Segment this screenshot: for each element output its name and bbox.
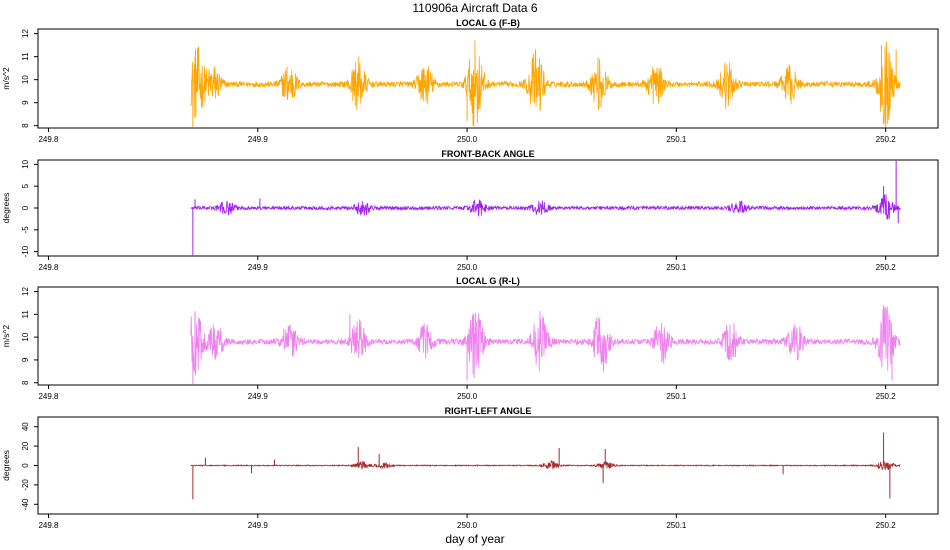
x-tick-label: 249.8 [38, 135, 59, 144]
y-axis-label: degrees [1, 193, 11, 224]
x-tick-label: 250.0 [457, 263, 478, 272]
series-line [190, 306, 901, 379]
panel-title: FRONT-BACK ANGLE [441, 149, 534, 159]
x-tick-label: 250.2 [876, 135, 897, 144]
x-tick-label: 249.9 [248, 521, 269, 530]
panel-4: RIGHT-LEFT ANGLE degrees -40 -20 0 20 40 249.8 2… [1, 406, 939, 530]
y-tick-label: -10 [21, 245, 30, 257]
y-tick-label: 9 [21, 357, 30, 362]
x-axis-label: day of year [445, 532, 504, 546]
y-tick-label: 0 [21, 463, 30, 468]
series-line [190, 459, 901, 471]
x-tick-label: 249.9 [248, 392, 269, 401]
y-tick-label: 11 [21, 52, 30, 61]
x-tick-label: 250.1 [666, 521, 687, 530]
y-tick-label: 5 [21, 183, 30, 188]
chart-panels: LOCAL G (F-B) m/s^2 8 9 10 11 12 249.8 249.9 250.… [1, 18, 939, 530]
y-tick-label: -40 [21, 498, 30, 510]
y-tick-label: 10 [21, 159, 30, 168]
y-tick-label: 8 [21, 380, 30, 385]
x-tick-label: 249.9 [248, 135, 269, 144]
figure-title: 110906a Aircraft Data 6 [412, 1, 538, 15]
x-tick-label: 249.8 [38, 392, 59, 401]
x-tick-label: 250.0 [457, 135, 478, 144]
x-tick-label: 250.1 [666, 392, 687, 401]
x-tick-label: 249.8 [38, 521, 59, 530]
x-tick-label: 250.0 [457, 521, 478, 530]
panel-2: FRONT-BACK ANGLE degrees -10 -5 0 5 10 249.8 249… [1, 149, 939, 272]
plot-frame [37, 28, 939, 129]
x-tick-label: 250.2 [876, 392, 897, 401]
x-tick-label: 250.1 [666, 263, 687, 272]
x-tick-label: 250.2 [876, 521, 897, 530]
y-tick-label: 40 [21, 422, 30, 431]
y-tick-label: 0 [21, 205, 30, 210]
y-axis-label: degrees [1, 450, 11, 481]
y-tick-label: 12 [21, 29, 30, 38]
y-tick-label: -5 [21, 226, 30, 234]
y-axis-label: m/s^2 [1, 67, 11, 90]
series-line [190, 194, 901, 220]
x-tick-label: 250.0 [457, 392, 478, 401]
y-tick-label: 10 [21, 75, 30, 84]
panel-3: LOCAL G (R-L) m/s^2 8 9 10 11 12 249.8 249.9 250.… [1, 276, 939, 401]
plot-frame [37, 286, 939, 386]
y-tick-label: 9 [21, 100, 30, 105]
x-tick-label: 250.1 [666, 135, 687, 144]
x-tick-label: 250.2 [876, 263, 897, 272]
x-tick-label: 249.8 [38, 263, 59, 272]
y-tick-label: -20 [21, 479, 30, 491]
y-tick-label: 20 [21, 441, 30, 450]
panel-title: LOCAL G (R-L) [456, 276, 520, 286]
y-tick-label: 8 [21, 123, 30, 128]
y-tick-label: 10 [21, 332, 30, 341]
series-line [190, 39, 901, 129]
panel-title: LOCAL G (F-B) [456, 18, 520, 28]
y-tick-label: 12 [21, 287, 30, 296]
y-axis-label: m/s^2 [1, 325, 11, 348]
x-tick-label: 249.9 [248, 263, 269, 272]
y-tick-label: 11 [21, 310, 30, 319]
panel-1: LOCAL G (F-B) m/s^2 8 9 10 11 12 249.8 249.9 250.… [1, 18, 939, 144]
panel-title: RIGHT-LEFT ANGLE [445, 406, 532, 416]
